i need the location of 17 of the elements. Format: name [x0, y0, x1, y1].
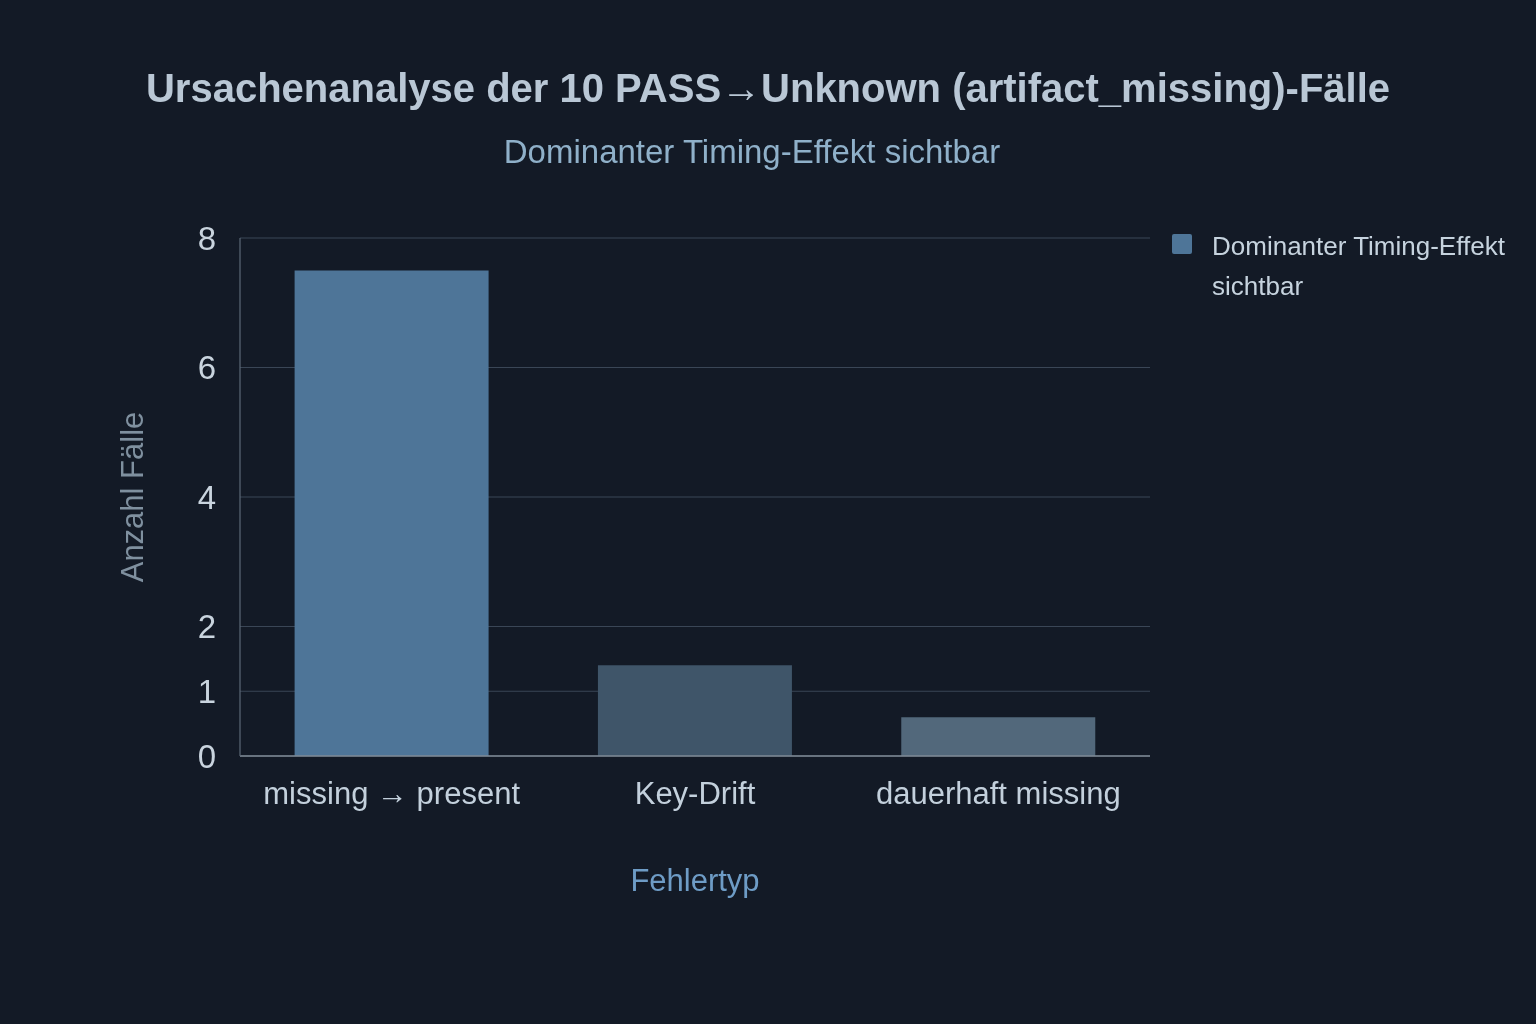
- x-tick-label: Key-Drift: [634, 776, 756, 812]
- x-tick-label: dauerhaft missing: [875, 776, 1121, 812]
- y-tick-label: 2: [197, 608, 216, 646]
- y-tick-label: 4: [197, 478, 216, 516]
- x-axis-title: Fehlertyp: [630, 863, 760, 898]
- bar: [597, 665, 792, 756]
- legend-label: Dominanter Timing-Effekt sichtbar: [1212, 230, 1506, 303]
- y-tick-label: 0: [197, 737, 216, 775]
- y-tick-label: 1: [197, 672, 216, 710]
- bar: [901, 717, 1096, 756]
- chart-title: Ursachenanalyse der 10 PASS→Unknown (artifact_missing)-Fälle: [144, 66, 1392, 111]
- chart-subtitle: Dominanter Timing-Effekt sichtbar: [502, 133, 1002, 171]
- bar: [294, 270, 489, 756]
- x-tick-label: missing → present: [263, 776, 521, 812]
- y-axis-title: Anzahl Fälle: [114, 411, 150, 583]
- y-tick-label: 8: [197, 219, 216, 257]
- y-tick-label: 6: [197, 349, 216, 387]
